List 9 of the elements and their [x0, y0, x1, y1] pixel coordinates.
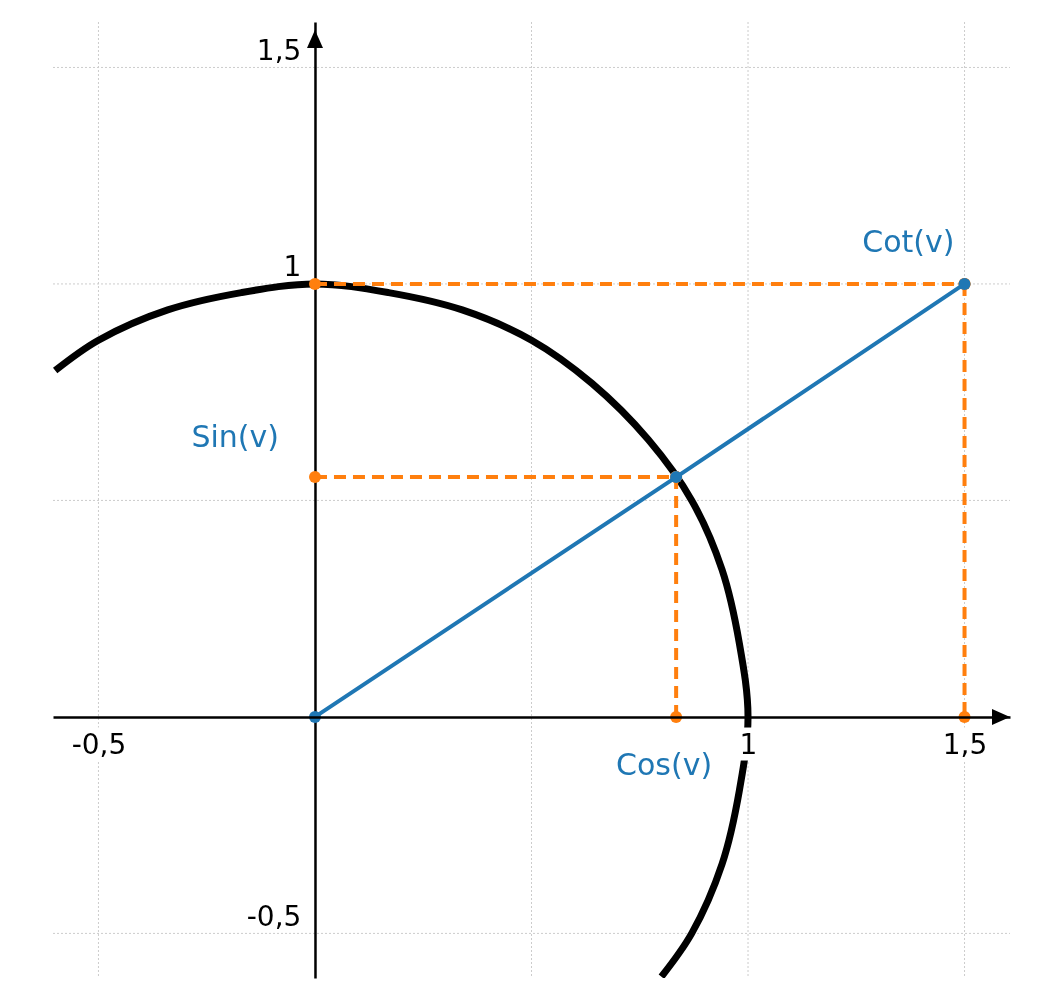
annotation: Cos(v)	[616, 746, 713, 782]
x-tick-label: -0,5	[71, 727, 127, 761]
y-tick-label: 1,5	[256, 33, 302, 67]
annotation: Cot(v)	[862, 223, 955, 259]
y-tick-label: 1	[283, 250, 302, 284]
x-tick-label: 1	[739, 727, 758, 761]
y-tick-label: -0,5	[246, 899, 302, 933]
annotation: Sin(v)	[191, 419, 279, 455]
x-tick-label: 1,5	[942, 727, 988, 761]
